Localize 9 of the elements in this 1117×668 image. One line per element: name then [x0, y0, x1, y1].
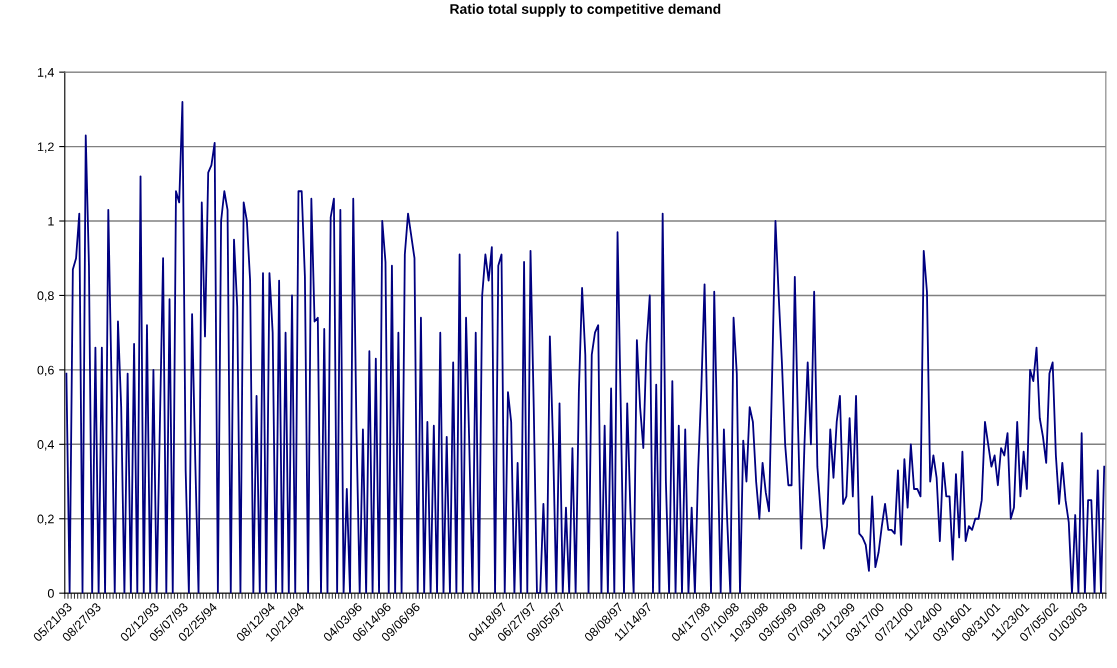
y-tick-label: 1,4 [37, 68, 55, 79]
y-tick-label: 0,2 [37, 514, 54, 525]
y-tick-label: 0,8 [37, 291, 54, 302]
y-tick-label: 0,6 [37, 365, 54, 377]
y-tick-label: 1,2 [37, 142, 54, 153]
y-tick-label: 0,4 [37, 440, 55, 451]
chart-title: Ratio total supply to competitive demand [450, 3, 721, 17]
y-tick-label: 0 [47, 588, 54, 598]
y-tick-label: 1 [48, 216, 54, 226]
